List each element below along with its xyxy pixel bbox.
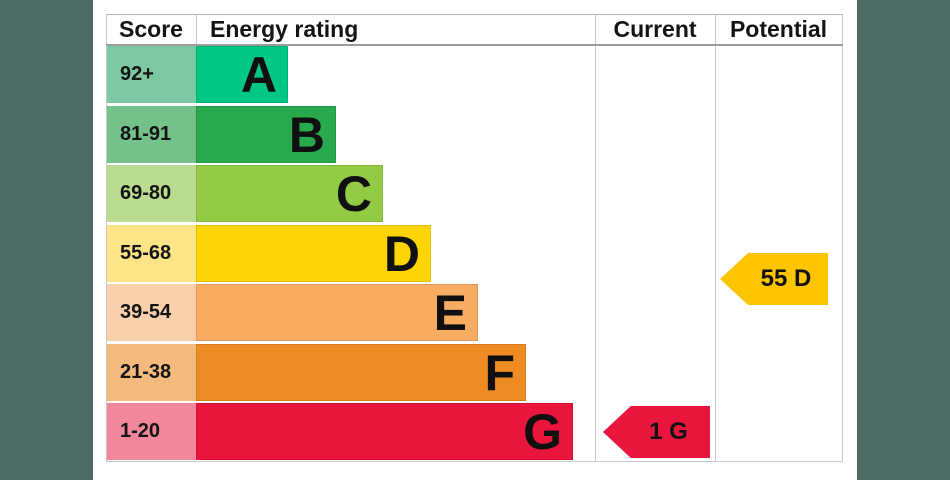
band-row-e: 39-54 E	[107, 284, 842, 341]
header-potential: Potential	[729, 16, 828, 42]
band-row-g: 1-20 G	[107, 403, 842, 460]
band-row-a: 92+ A	[107, 46, 842, 103]
band-bar-d: D	[196, 224, 431, 282]
band-bar-f: F	[196, 343, 526, 401]
band-row-d: 55-68 D	[107, 224, 842, 282]
score-range-e: 39-54	[107, 284, 196, 341]
potential-column-divider	[715, 14, 716, 462]
band-bar-c: C	[196, 165, 383, 222]
score-range-f: 21-38	[107, 343, 196, 401]
band-bar-a: A	[196, 46, 288, 103]
band-row-f: 21-38 F	[107, 343, 842, 401]
band-letter-a: A	[240, 47, 277, 103]
potential-rating-label: 55 D	[760, 265, 812, 292]
band-bar-e: E	[196, 284, 478, 341]
current-column-divider	[595, 14, 596, 462]
band-letter-g: G	[523, 404, 562, 460]
score-range-c: 69-80	[107, 165, 196, 222]
header-score: Score	[119, 16, 183, 42]
table-left-border	[106, 14, 107, 462]
table-bottom-border	[106, 461, 843, 462]
band-letter-c: C	[335, 166, 372, 222]
band-row-b: 81-91 B	[107, 105, 842, 163]
score-range-g: 1-20	[107, 403, 196, 460]
score-range-b: 81-91	[107, 105, 196, 163]
band-bar-g: G	[196, 403, 573, 460]
band-letter-d: D	[383, 225, 420, 282]
band-letter-e: E	[433, 285, 467, 341]
score-column-divider	[196, 14, 197, 45]
band-letter-b: B	[288, 106, 325, 163]
header-underline	[106, 44, 843, 46]
score-range-a: 92+	[107, 46, 196, 103]
header-energy-rating: Energy rating	[210, 16, 359, 42]
table-right-border	[842, 14, 843, 462]
band-row-c: 69-80 C	[107, 165, 842, 222]
header-current: Current	[613, 16, 697, 42]
current-rating-label: 1 G	[649, 418, 688, 445]
band-bar-b: B	[196, 105, 336, 163]
band-letter-f: F	[484, 344, 515, 401]
table-top-border	[106, 14, 843, 15]
score-range-d: 55-68	[107, 224, 196, 282]
